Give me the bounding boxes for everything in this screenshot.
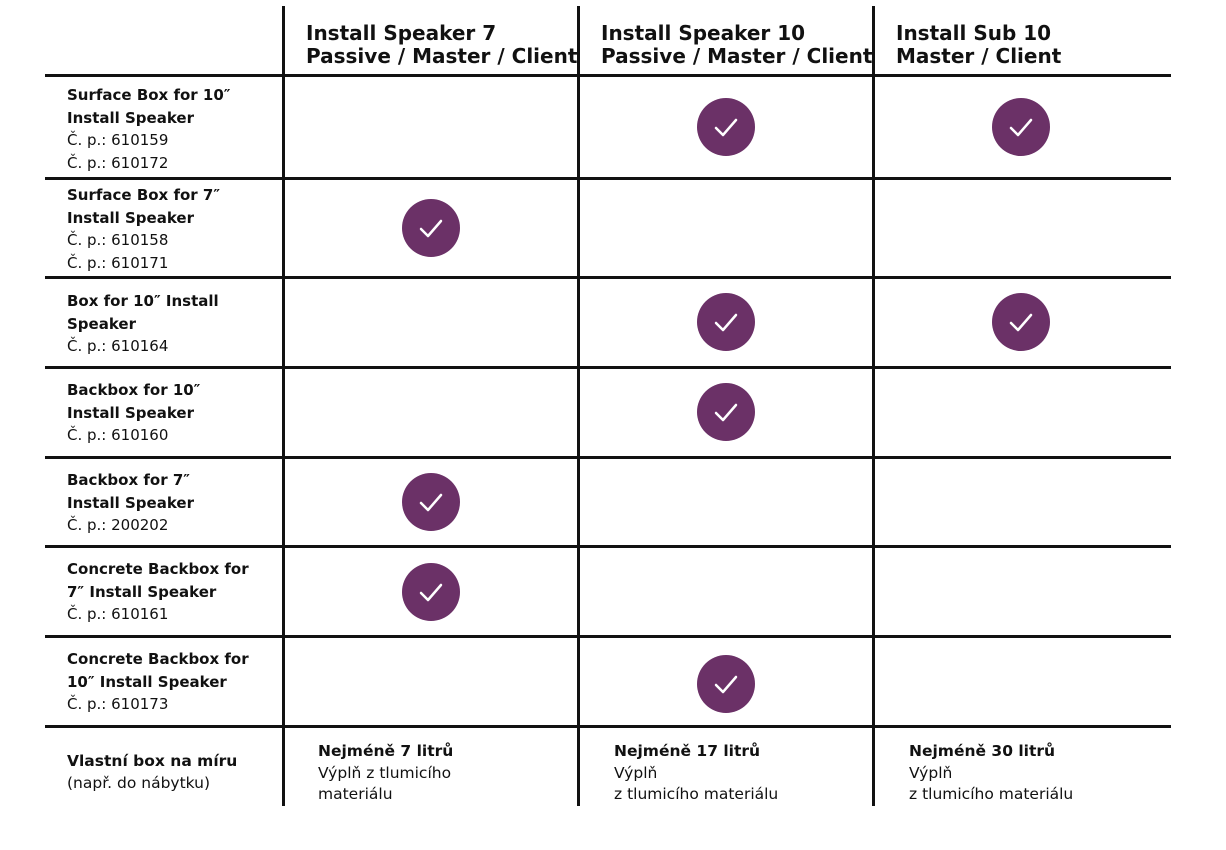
volume-note-line: Výplň [909, 763, 953, 782]
volume-note-title: Nejméně 30 litrů [909, 742, 1056, 760]
row-name: Box for 10″ Install [67, 292, 219, 310]
row-label-concrete-backbox-7: Concrete Backbox for 7″ Install Speaker … [67, 558, 249, 626]
volume-note-title: Nejméně 17 litrů [614, 742, 761, 760]
row-divider [45, 545, 1171, 548]
volume-note-sub-10: Nejméně 30 litrů Výplň z tlumicího mater… [909, 741, 1073, 806]
part-number: Č. p.: 200202 [67, 516, 169, 534]
custom-box-label: Vlastní box na míru [67, 752, 238, 770]
column-header-line2: Passive / Master / Client [306, 44, 578, 68]
column-header-line2: Master / Client [896, 44, 1062, 68]
row-name: Concrete Backbox for [67, 650, 249, 668]
volume-note-line: z tlumicího materiálu [909, 785, 1074, 803]
column-divider [282, 6, 285, 806]
column-header-install-speaker-10: Install Speaker 10 Passive / Master / Cl… [601, 22, 872, 68]
check-icon [992, 293, 1050, 351]
check-icon [697, 655, 755, 713]
row-name: Install Speaker [67, 208, 194, 227]
row-name: Surface Box for 7″ [67, 186, 221, 204]
row-divider [45, 366, 1171, 369]
check-icon [697, 383, 755, 441]
row-divider [45, 74, 1171, 77]
part-number: Č. p.: 610164 [67, 337, 169, 355]
row-name: Install Speaker [67, 493, 194, 512]
part-number: Č. p.: 610158 [67, 231, 169, 249]
column-divider [872, 6, 875, 806]
check-icon [402, 199, 460, 257]
column-header-line1: Install Speaker 7 [306, 21, 497, 45]
row-label-backbox-7: Backbox for 7″ Install Speaker Č. p.: 20… [67, 469, 194, 537]
row-name: Speaker [67, 314, 136, 333]
part-number: Č. p.: 610172 [67, 153, 169, 172]
row-label-concrete-backbox-10: Concrete Backbox for 10″ Install Speaker… [67, 648, 249, 716]
row-name: Backbox for 7″ [67, 471, 190, 489]
row-label-custom-box: Vlastní box na míru (např. do nábytku) [67, 750, 237, 794]
check-icon [992, 98, 1050, 156]
column-header-line1: Install Speaker 10 [601, 21, 806, 45]
row-name: 10″ Install Speaker [67, 672, 227, 691]
row-label-backbox-10: Backbox for 10″ Install Speaker Č. p.: 6… [67, 379, 200, 447]
row-label-surface-box-10: Surface Box for 10″ Install Speaker Č. p… [67, 84, 230, 174]
volume-note-speaker-10: Nejméně 17 litrů Výplň z tlumicího mater… [614, 741, 778, 806]
volume-note-line: Výplň z tlumicího [318, 763, 452, 782]
check-icon [402, 563, 460, 621]
volume-note-line: materiálu [318, 785, 393, 803]
part-number: Č. p.: 610161 [67, 605, 169, 623]
row-divider [45, 635, 1171, 638]
part-number: Č. p.: 610159 [67, 131, 169, 149]
check-icon [697, 98, 755, 156]
volume-note-line: Výplň [614, 763, 658, 782]
row-label-surface-box-7: Surface Box for 7″ Install Speaker Č. p.… [67, 184, 220, 274]
row-name: Backbox for 10″ [67, 381, 201, 399]
row-label-box-10: Box for 10″ Install Speaker Č. p.: 61016… [67, 290, 219, 358]
row-name: Install Speaker [67, 108, 194, 127]
row-name: Surface Box for 10″ [67, 86, 231, 104]
column-divider [577, 6, 580, 806]
part-number: Č. p.: 610173 [67, 695, 169, 713]
check-icon [402, 473, 460, 531]
row-name: Install Speaker [67, 403, 194, 422]
part-number: Č. p.: 610160 [67, 426, 169, 444]
volume-note-speaker-7: Nejméně 7 litrů Výplň z tlumicího materi… [318, 741, 453, 806]
column-header-line2: Passive / Master / Client [601, 44, 873, 68]
column-header-install-speaker-7: Install Speaker 7 Passive / Master / Cli… [306, 22, 577, 68]
check-icon [697, 293, 755, 351]
volume-note-title: Nejméně 7 litrů [318, 742, 454, 760]
row-name: Concrete Backbox for [67, 560, 249, 578]
row-divider [45, 456, 1171, 459]
custom-box-sub: (např. do nábytku) [67, 774, 211, 792]
part-number: Č. p.: 610171 [67, 253, 169, 272]
row-divider [45, 725, 1171, 728]
row-divider [45, 276, 1171, 279]
volume-note-line: z tlumicího materiálu [614, 785, 779, 803]
column-header-line1: Install Sub 10 [896, 21, 1052, 45]
row-divider [45, 177, 1171, 180]
column-header-install-sub-10: Install Sub 10 Master / Client [896, 22, 1061, 68]
row-name: 7″ Install Speaker [67, 582, 217, 601]
